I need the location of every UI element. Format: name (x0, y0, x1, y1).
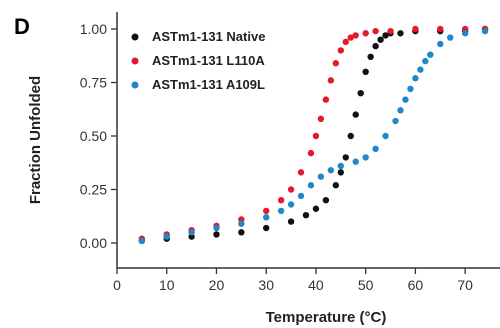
data-point (263, 224, 270, 232)
legend: ASTm1-131 Native ASTm1-131 L110A ASTm1-131… (131, 29, 265, 92)
data-point (407, 85, 414, 93)
data-point (412, 75, 419, 82)
data-point (437, 40, 444, 48)
data-point (357, 90, 364, 97)
data-point (347, 132, 354, 140)
data-point (397, 30, 404, 37)
y-tick-label: 0.50 (80, 128, 107, 144)
x-tick-label: 70 (457, 277, 473, 293)
data-point (287, 218, 295, 225)
x-tick-label: 40 (308, 277, 324, 293)
data-point (337, 169, 344, 176)
data-point (238, 229, 245, 236)
legend-label: ASTm1-131 Native (152, 29, 265, 44)
data-point (352, 111, 359, 118)
data-point (387, 27, 394, 35)
data-point (332, 60, 340, 67)
data-point (277, 207, 285, 215)
data-point (382, 32, 389, 39)
data-point (377, 36, 384, 43)
data-point (337, 162, 344, 170)
data-point (372, 27, 379, 35)
x-tick-label: 20 (209, 277, 225, 293)
data-point (412, 25, 419, 33)
data-point (277, 197, 285, 204)
data-point (337, 47, 344, 54)
data-point (422, 57, 429, 65)
x-tick-label: 60 (408, 277, 424, 293)
data-point (352, 158, 359, 165)
data-point (302, 211, 310, 219)
data-point (427, 51, 434, 58)
axes (116, 12, 500, 269)
data-point (322, 96, 330, 103)
data-point (332, 182, 340, 189)
series-layer (138, 25, 489, 245)
data-point (382, 132, 389, 140)
data-point (307, 182, 315, 189)
y-tick-label: 0.75 (80, 75, 107, 91)
data-point (342, 38, 349, 46)
x-axis-label: Temperature (°C) (266, 309, 387, 326)
data-point (372, 42, 379, 50)
data-point (312, 205, 320, 212)
data-point (367, 53, 374, 61)
data-point (437, 25, 444, 33)
legend-marker (131, 33, 139, 41)
ticks: 0 10 20 30 40 50 60 70 0.00 0.25 0.50 0.75 1.00 (80, 21, 473, 293)
data-point (312, 132, 320, 140)
data-point (362, 68, 369, 76)
y-tick-label: 0.25 (80, 182, 107, 198)
data-point (322, 197, 330, 204)
legend-label: ASTm1-131 L110A (152, 53, 265, 68)
data-point (263, 214, 270, 221)
data-point (307, 149, 315, 157)
data-point (213, 231, 220, 238)
y-axis-label: Fraction Unfolded (27, 76, 44, 204)
legend-label: ASTm1-131 A109L (152, 77, 265, 92)
data-point (213, 224, 220, 232)
data-point (352, 32, 359, 39)
data-point (163, 233, 170, 240)
data-point (347, 34, 354, 41)
data-point (263, 207, 270, 215)
data-point (327, 167, 335, 174)
data-point (372, 145, 379, 153)
x-tick-label: 10 (159, 277, 175, 293)
y-tick-label: 1.00 (80, 21, 107, 37)
data-point (461, 30, 469, 37)
data-point (417, 66, 424, 73)
data-point (447, 34, 454, 41)
series-2 (138, 27, 489, 245)
y-tick-label: 0.00 (80, 235, 107, 251)
data-point (287, 186, 295, 193)
data-point (138, 237, 146, 245)
data-point (362, 154, 369, 161)
x-tick-label: 0 (113, 277, 121, 293)
data-point (297, 169, 305, 176)
data-point (238, 220, 245, 227)
legend-marker (131, 81, 139, 89)
panel-label: D (14, 14, 30, 39)
data-point (362, 30, 369, 37)
data-point (188, 229, 195, 236)
legend-marker (131, 57, 139, 65)
data-point (287, 201, 295, 208)
data-point (317, 173, 325, 180)
data-point (402, 96, 409, 103)
data-point (327, 77, 335, 84)
data-point (297, 192, 305, 200)
data-point (481, 27, 489, 35)
data-point (317, 115, 325, 123)
data-point (392, 117, 399, 125)
x-tick-label: 30 (258, 277, 274, 293)
data-point (397, 107, 404, 114)
data-point (342, 154, 349, 161)
x-tick-label: 50 (358, 277, 374, 293)
